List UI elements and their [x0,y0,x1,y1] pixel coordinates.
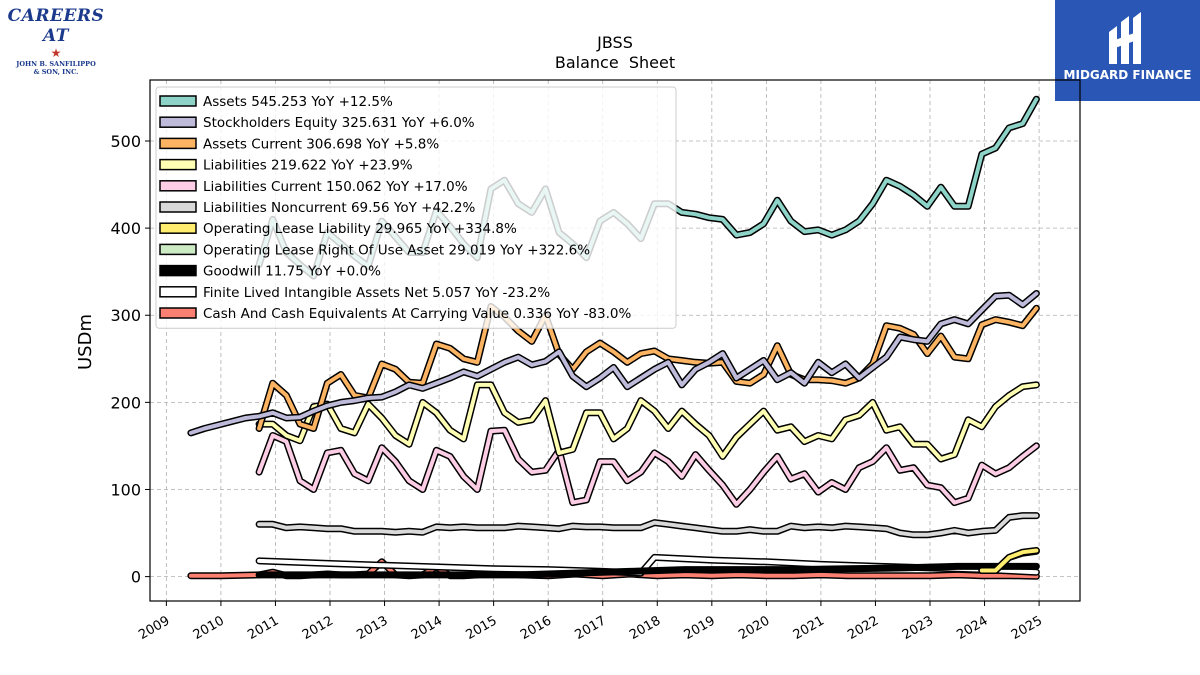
x-tick-label: 2021 [791,613,827,643]
legend-label-assets-current: Assets Current 306.698 YoY +5.8% [203,136,439,152]
legend-label-stockholders-equity: Stockholders Equity 325.631 YoY +6.0% [203,115,475,131]
legend-label-liabilities-noncurrent: Liabilities Noncurrent 69.56 YoY +42.2% [203,200,476,216]
x-tick-label: 2020 [736,613,772,643]
legend-swatch-liabilities-noncurrent [159,201,197,213]
legend-label-assets: Assets 545.253 YoY +12.5% [203,94,393,110]
midgard-finance-name: MIDGARD FINANCE [1063,68,1192,82]
x-tick-label: 2014 [409,613,445,643]
legend-swatch-finite-lived-intangible-assets-net [159,286,197,298]
legend-swatch-liabilities [159,158,197,171]
legend-swatch-cash-and-cash-equivalents-at-carrying-value [159,307,197,319]
x-tick-label: 2015 [463,613,499,643]
x-tick-label: 2018 [627,613,663,643]
careers-logo-company-line2: & SON, INC. [33,68,79,76]
series-line-assets-current [257,304,1039,431]
x-tick-label: 2009 [136,613,172,643]
series-line-liabilities-current [257,428,1039,507]
legend-label-liabilities: Liabilities 219.622 YoY +23.9% [203,158,413,174]
x-tick-label: 2013 [354,613,390,643]
midgard-emblem-icon [1109,12,1141,64]
legend-swatch-assets [159,95,197,107]
legend-swatch-liabilities-current [159,180,197,192]
legend-label-goodwill: Goodwill 11.75 YoY +0.0% [203,264,381,280]
plot-frame [149,79,1081,602]
series-line-liabilities-noncurrent [257,513,1039,537]
x-tick-label: 2023 [900,613,936,643]
midgard-finance-logo: MIDGARD FINANCE [1055,0,1200,101]
palm-tree-icon: ★ [50,46,62,60]
x-tick-label: 2024 [954,613,990,643]
legend-swatch-operating-lease-right-of-use-asset [159,243,197,256]
careers-logo-title: CAREERS AT [7,6,105,46]
y-tick-label: 500 [110,132,141,151]
legend-label-cash-and-cash-equivalents-at-carrying-value: Cash And Cash Equivalents At Carrying Va… [203,306,631,322]
y-tick-label: 300 [110,306,141,325]
x-tick-label: 2012 [300,613,336,643]
legend-swatch-operating-lease-liability [159,222,197,234]
x-tick-label: 2019 [682,613,718,643]
x-tick-label: 2017 [573,613,609,643]
careers-logo: CAREERS AT ★ JOHN B. SANFILIPPO & SON, I… [4,6,108,76]
x-tick-label: 2025 [1009,613,1045,643]
y-tick-label: 400 [110,219,141,238]
x-tick-label: 2016 [518,613,554,643]
legend-label-liabilities-current: Liabilities Current 150.062 YoY +17.0% [203,179,468,195]
careers-logo-company-line1: JOHN B. SANFILIPPO [16,60,96,68]
legend-swatch-stockholders-equity [159,116,197,128]
legend-label-operating-lease-right-of-use-asset: Operating Lease Right Of Use Asset 29.01… [203,242,590,258]
legend: Assets 545.253 YoY +12.5% Stockholders Eq… [155,86,677,329]
legend-swatch-goodwill [159,264,197,277]
series-line-goodwill [257,564,1039,577]
y-tick-label: 0 [131,568,141,587]
legend-label-finite-lived-intangible-assets-net: Finite Lived Intangible Assets Net 5.057… [203,285,550,301]
series-line-operating-lease-liability [979,548,1039,573]
series-line-stockholders-equity [188,291,1039,435]
legend-box [155,86,677,329]
x-tick-label: 2011 [245,613,281,643]
legend-swatch-assets-current [159,137,197,150]
x-tick-label: 2022 [845,613,881,643]
chart-subtitle: Balance Sheet [555,53,675,72]
y-tick-label: 100 [110,480,141,499]
series-line-liabilities [257,382,1039,461]
chart-title: JBSS [596,33,633,52]
legend-label-operating-lease-liability: Operating Lease Liability 29.965 YoY +33… [203,221,517,237]
y-tick-label: 200 [110,393,141,412]
x-tick-label: 2010 [191,613,227,643]
y-axis-label: USDm [75,314,96,370]
